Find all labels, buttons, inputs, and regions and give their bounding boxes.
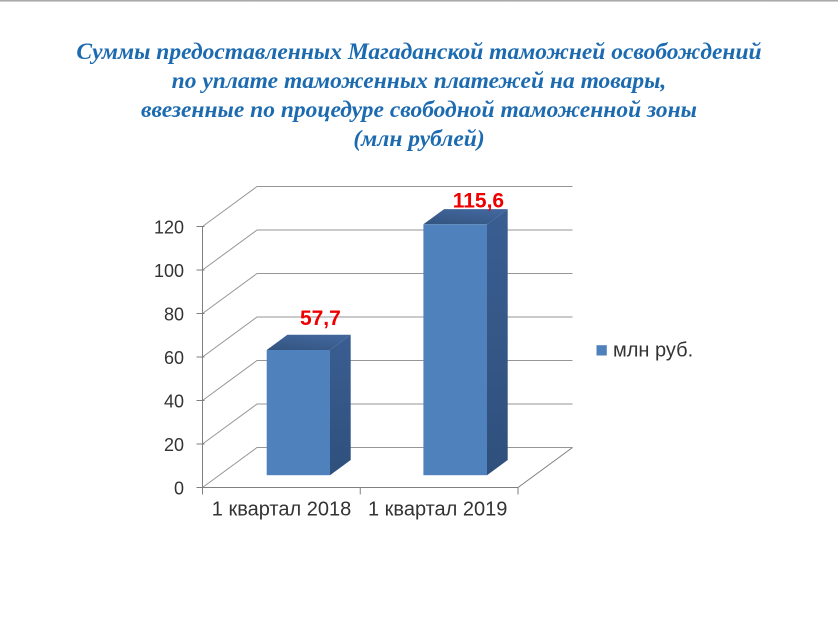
- svg-text:57,7: 57,7: [300, 307, 341, 330]
- svg-text:1 квартал 2019: 1 квартал 2019: [368, 499, 507, 521]
- svg-text:120: 120: [154, 218, 184, 238]
- svg-text:40: 40: [164, 392, 184, 412]
- svg-text:млн руб.: млн руб.: [613, 340, 693, 362]
- svg-text:1 квартал 2018: 1 квартал 2018: [212, 499, 351, 521]
- svg-text:0: 0: [174, 479, 184, 499]
- svg-text:115,6: 115,6: [453, 190, 504, 213]
- svg-text:20: 20: [164, 435, 184, 455]
- svg-text:100: 100: [154, 261, 184, 281]
- svg-text:80: 80: [164, 305, 184, 325]
- svg-text:60: 60: [164, 348, 184, 368]
